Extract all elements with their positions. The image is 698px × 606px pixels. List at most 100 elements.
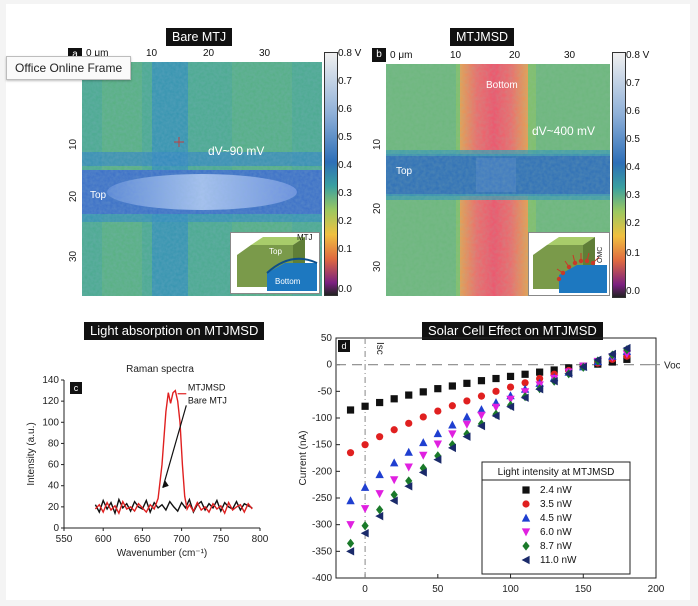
- panel-a-y-label-10: 10: [68, 138, 79, 150]
- panel-a-inset-mtj-label: MTJ: [297, 233, 313, 242]
- c-y-tick-label: 60: [48, 460, 60, 471]
- panel-b-cb-label-4: 0.4: [626, 162, 640, 173]
- panel-b-cb-label-2: 0.6: [626, 106, 640, 117]
- c-x-tick-label: 550: [56, 534, 73, 545]
- d-point: [491, 411, 500, 421]
- panel-a-x-label-30: 30: [259, 48, 271, 59]
- panel-a-cb-label-0: 0.8 V: [338, 48, 362, 59]
- d-legend-marker-5: [521, 555, 530, 565]
- panel-a-cb-label-1: 0.7: [338, 76, 352, 87]
- d-legend-box: [481, 461, 631, 575]
- panel-d-chart: 0 50 100 150 200 50 0 -50 -100 -150 -200 -250 -300 -3…: [298, 333, 680, 595]
- d-legend-label-1: 3.5 nW: [540, 499, 572, 510]
- d-point: [404, 447, 413, 456]
- d-y-tick-label: -350: [312, 546, 332, 557]
- d-point: [448, 420, 457, 429]
- d-y-tick-label: -250: [312, 493, 332, 504]
- d-legend-marker-0: [522, 486, 530, 494]
- d-point: [390, 395, 398, 403]
- c-y-tick-label: 120: [42, 396, 59, 407]
- d-point: [462, 432, 471, 441]
- panel-c-title: Light absorption on MTJMSD: [84, 322, 265, 340]
- d-point: [360, 482, 370, 491]
- c-legend-bare-mtj: Bare MTJ: [188, 395, 227, 405]
- d-point: [550, 366, 558, 374]
- d-legend-marker-1: [522, 500, 530, 508]
- d-point: [447, 443, 456, 453]
- d-point: [477, 392, 486, 400]
- d-point: [346, 496, 355, 505]
- d-point: [389, 496, 398, 505]
- d-point: [536, 374, 544, 383]
- panel-b-bottom-label: Bottom: [486, 80, 518, 91]
- d-point: [346, 449, 355, 457]
- panel-a-x-label-20: 20: [203, 48, 215, 59]
- d-point: [360, 529, 369, 538]
- d-point: [491, 403, 501, 412]
- panel-b-cb-label-1: 0.7: [626, 78, 640, 89]
- d-point: [346, 406, 355, 414]
- panel-a-inset-bottom-label: Bottom: [275, 277, 301, 286]
- panel-a-cb-label-7: 0.1: [338, 244, 352, 255]
- d-point: [433, 440, 443, 449]
- panel-a-cb-label-6: 0.2: [338, 216, 352, 227]
- panel-a-x-label-10: 10: [146, 48, 158, 59]
- panel-a-colorbar: [324, 52, 338, 296]
- c-y-tick-label: 40: [48, 481, 60, 492]
- panel-a-inset-mtj: MTJ Top Bottom: [230, 232, 320, 294]
- d-point: [506, 372, 515, 380]
- c-legend-mtjmsd: MTJMSD: [188, 383, 226, 393]
- d-point: [462, 420, 472, 429]
- d-point: [375, 470, 384, 479]
- panel-a-y-label-20: 20: [68, 190, 79, 202]
- d-point: [405, 419, 413, 427]
- d-point: [434, 407, 442, 415]
- c-x-tick-label: 600: [95, 534, 112, 545]
- figure-image: Office Online Frame Bare MTJ a 0 μm 10 2…: [6, 4, 690, 600]
- d-point: [434, 385, 442, 393]
- panel-b-cb-label-5: 0.3: [626, 190, 640, 201]
- d-point: [462, 412, 472, 421]
- d-plot-frame: [335, 337, 657, 579]
- c-letter: c: [74, 383, 79, 393]
- c-arrow-bare-mtj: [162, 405, 187, 488]
- d-y-tick-label: -50: [318, 386, 333, 397]
- c-y-tick-label: 140: [42, 375, 59, 386]
- panel-b-cb-label-7: 0.1: [626, 248, 640, 259]
- d-legend-marker-4: [522, 541, 530, 551]
- d-y-axis-label: Current (nA): [298, 430, 309, 485]
- d-point: [361, 441, 369, 449]
- panel-b-cb-label-3: 0.5: [626, 134, 640, 145]
- d-letter: d: [341, 341, 346, 351]
- d-point: [492, 387, 500, 395]
- d-point: [521, 379, 529, 387]
- d-point: [360, 505, 370, 514]
- panel-a-cb-label-5: 0.3: [338, 188, 352, 199]
- d-y-tick-label: -200: [312, 466, 332, 477]
- c-x-tick-label: 750: [212, 534, 229, 545]
- c-y-axis-label: Intensity (a.u.): [26, 422, 37, 485]
- d-series-3-5-nw: [346, 352, 631, 457]
- d-point: [448, 430, 457, 439]
- d-point: [564, 369, 573, 378]
- d-point: [607, 349, 616, 359]
- panel-b-top-label: Top: [396, 166, 413, 177]
- d-series-11-0-nw: [346, 343, 631, 556]
- d-point: [346, 547, 355, 556]
- d-point: [405, 391, 413, 399]
- d-point: [419, 388, 427, 396]
- d-point: [622, 343, 631, 353]
- d-point: [419, 451, 428, 460]
- panel-b-x-label-20: 20: [509, 50, 521, 61]
- panel-b-title: MTJMSD: [450, 28, 515, 46]
- d-point: [477, 405, 486, 414]
- c-y-tick-label: 20: [48, 502, 60, 513]
- panel-a-cb-label-8: 0.0: [338, 284, 352, 295]
- panel-b-y-label-10: 10: [372, 138, 383, 150]
- d-point: [433, 429, 443, 438]
- d-point: [376, 433, 384, 441]
- d-legend-marker-2: [521, 513, 531, 522]
- panel-a-dv-annotation: dV~90 mV: [208, 144, 265, 158]
- d-point: [477, 421, 486, 431]
